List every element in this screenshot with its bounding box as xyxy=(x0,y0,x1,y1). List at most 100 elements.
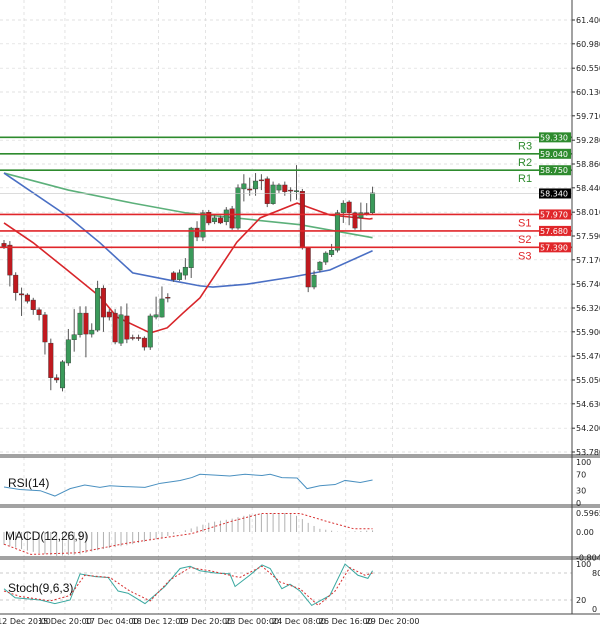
last-price-box xyxy=(539,188,571,199)
level-price-label: 57.680 xyxy=(540,227,568,236)
candle-down xyxy=(299,191,305,249)
time-tick-label: 24 Dec 08:00 xyxy=(272,617,326,626)
candle-down xyxy=(36,309,42,316)
candle-up xyxy=(370,192,376,213)
macd-pane[interactable] xyxy=(3,512,374,556)
candle-down xyxy=(141,337,147,348)
level-price-box xyxy=(539,209,571,220)
candle-up xyxy=(95,287,101,331)
stoch-signal-line xyxy=(3,565,373,607)
candle-down xyxy=(24,294,30,302)
time-tick-label: 12 Dec 20:00 xyxy=(0,617,51,626)
price-tick-label: 58.860 xyxy=(576,160,600,169)
price-tick-label: 60.980 xyxy=(576,40,600,49)
candle-down xyxy=(30,299,36,310)
candle-up xyxy=(89,329,95,335)
candle-up xyxy=(176,272,182,280)
candle-up xyxy=(60,361,66,389)
candle-down xyxy=(124,315,130,340)
candle-up xyxy=(241,183,247,190)
time-tick-label: 23 Dec 00:00 xyxy=(225,617,279,626)
price-tick-label: 59.280 xyxy=(576,136,600,145)
time-tick-label: 17 Dec 04:00 xyxy=(85,617,139,626)
pane-borders xyxy=(0,0,600,615)
moving-average-3 xyxy=(3,202,373,334)
candle-down xyxy=(364,212,370,214)
price-tick-label: 55.050 xyxy=(576,376,600,385)
level-price-box xyxy=(539,132,571,143)
time-tick-label: 26 Dec 16:00 xyxy=(319,617,373,626)
level-price-label: 59.040 xyxy=(540,150,568,159)
candle-down xyxy=(305,247,311,288)
candle-up xyxy=(340,202,346,213)
stoch-tick-label: 100 xyxy=(576,560,591,569)
candle-down xyxy=(217,217,223,224)
level-name-r2: R2 xyxy=(518,157,532,169)
candle-down xyxy=(54,377,60,381)
price-tick-label: 61.400 xyxy=(576,16,600,25)
price-pane[interactable]: R3 R2 R1 S1 S2 S3 xyxy=(0,136,572,392)
candle-down xyxy=(282,184,288,192)
grid xyxy=(0,0,572,614)
candle-up xyxy=(323,252,329,263)
candle-down xyxy=(19,293,25,296)
level-price-box xyxy=(539,148,571,159)
candle-down xyxy=(130,337,136,339)
price-tick-label: 59.710 xyxy=(576,112,600,121)
candle-up xyxy=(159,298,165,318)
level-name-r3: R3 xyxy=(518,140,532,152)
last-price-label: 58.340 xyxy=(540,189,568,198)
candle-up xyxy=(118,314,124,344)
price-tick-label: 53.780 xyxy=(576,448,600,457)
moving-average-2 xyxy=(3,172,373,288)
candle-down xyxy=(194,227,200,238)
rsi-tick-label: 0 xyxy=(576,499,581,508)
candle-down xyxy=(264,178,270,204)
level-price-label: 58.750 xyxy=(540,166,568,175)
time-tick-label: 19 Dec 20:00 xyxy=(178,617,232,626)
rsi-pane[interactable] xyxy=(3,473,373,497)
price-tick-label: 55.470 xyxy=(576,352,600,361)
candle-down xyxy=(171,272,177,280)
macd-tick-label: 0.00 xyxy=(576,528,594,537)
price-tick-label: 58.440 xyxy=(576,184,600,193)
candle-up xyxy=(65,339,71,364)
candle-up xyxy=(182,266,188,276)
price-tick-label: 54.630 xyxy=(576,400,600,409)
rsi-tick-label: 30 xyxy=(576,487,586,496)
price-tick-label: 54.200 xyxy=(576,424,600,433)
price-tick-label: 56.320 xyxy=(576,304,600,313)
time-tick-label: 29 Dec 20:00 xyxy=(366,617,420,626)
rsi-title: RSI(14) xyxy=(8,476,49,490)
candle-down xyxy=(13,274,19,293)
rsi-tick-label: 70 xyxy=(576,470,586,479)
stoch-main-line xyxy=(3,563,373,607)
stoch-pane[interactable] xyxy=(0,563,572,607)
candle-down xyxy=(7,244,13,276)
candle-down xyxy=(258,179,264,182)
candle-up xyxy=(294,190,300,192)
level-name-s2: S2 xyxy=(518,234,531,246)
level-name-r1: R1 xyxy=(518,173,532,185)
candle-up xyxy=(329,249,335,255)
level-price-box xyxy=(539,225,571,236)
price-tick-label: 55.900 xyxy=(576,328,600,337)
time-tick-label: 15 Dec 20:00 xyxy=(38,617,92,626)
candle-down xyxy=(48,342,54,378)
candle-up xyxy=(212,217,218,223)
candle-up xyxy=(311,274,317,288)
candle-down xyxy=(206,211,212,224)
candle-up xyxy=(77,312,83,335)
macd-title: MACD(12,26,9) xyxy=(5,529,88,543)
price-tick-label: 60.550 xyxy=(576,64,600,73)
candle-up xyxy=(235,187,241,229)
candle-up xyxy=(253,180,259,190)
candle-up xyxy=(153,314,159,318)
candle-down xyxy=(352,212,358,229)
candle-down xyxy=(288,189,294,192)
macd-tick-label: -0.8045 xyxy=(576,554,600,563)
macd-tick-label: 0.5965 xyxy=(576,509,600,518)
candle-down xyxy=(136,337,142,339)
